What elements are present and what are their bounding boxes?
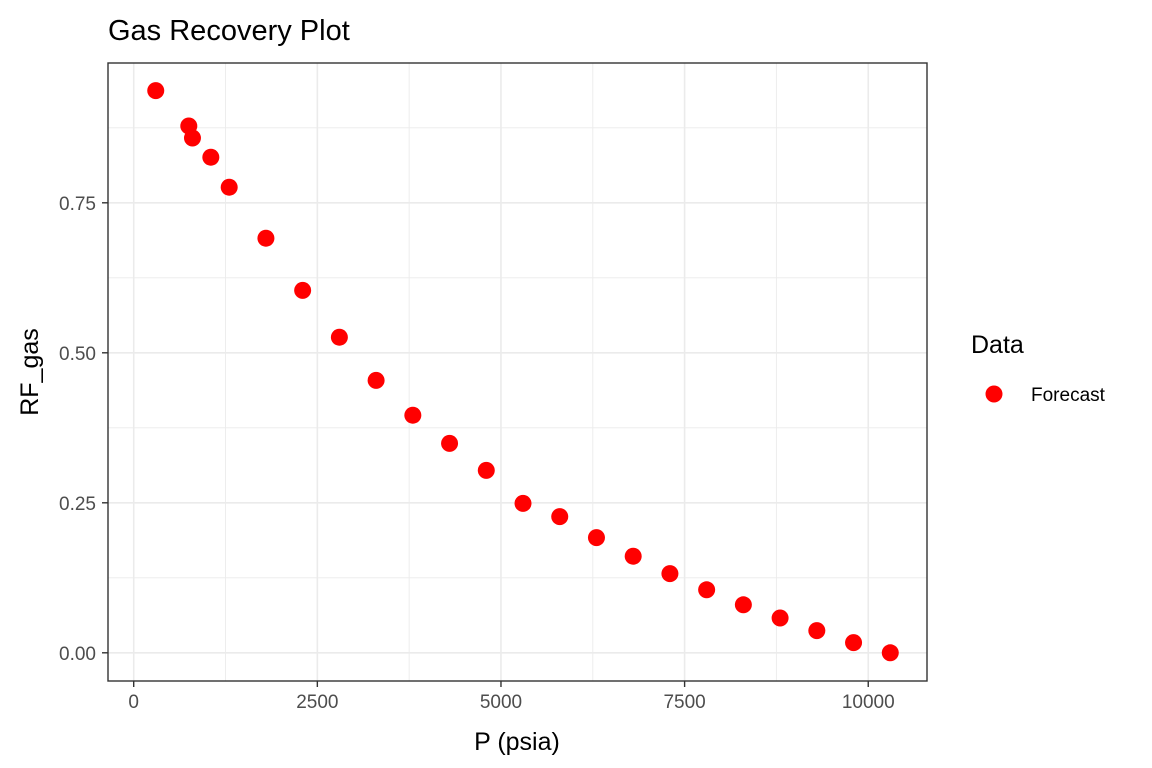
data-points [147, 82, 899, 662]
x-tick-label: 7500 [663, 692, 705, 713]
y-tick-label: 0.25 [59, 494, 96, 515]
data-point [294, 281, 312, 299]
data-point [330, 328, 348, 346]
data-point [147, 82, 165, 100]
x-tick-label: 2500 [296, 692, 338, 713]
data-point [734, 596, 752, 614]
data-point [367, 371, 385, 389]
data-point [404, 406, 422, 424]
data-point [587, 529, 605, 547]
x-axis-title: P (psia) [474, 728, 560, 756]
data-point [220, 178, 238, 196]
data-point [771, 609, 789, 627]
panel-background [108, 63, 927, 681]
data-point [202, 148, 220, 166]
legend-title: Data [971, 331, 1024, 359]
plot-panel [107, 62, 928, 682]
data-point [624, 547, 642, 565]
data-point [551, 508, 569, 526]
data-point [845, 634, 863, 652]
legend-label-forecast: Forecast [1031, 385, 1106, 406]
data-point [808, 622, 826, 640]
y-axis-title: RF_gas [16, 328, 44, 416]
data-point [441, 434, 459, 452]
data-point [881, 644, 899, 662]
data-point [661, 565, 679, 583]
data-point [183, 129, 201, 147]
y-tick-label: 0.75 [59, 194, 96, 215]
panel-border [107, 62, 928, 682]
data-point [514, 494, 532, 512]
data-point [477, 461, 495, 479]
y-tick-label: 0.00 [59, 644, 96, 665]
data-point [698, 581, 716, 599]
x-tick-label: 0 [128, 692, 139, 713]
data-point [257, 229, 275, 247]
x-tick-label: 10000 [842, 692, 895, 713]
grid-minor [108, 63, 927, 681]
y-tick-label: 0.50 [59, 344, 96, 365]
legend-key-forecast [985, 385, 1003, 403]
legend: Data Forecast [971, 331, 1106, 406]
y-axis: 0.00 0.25 0.50 0.75 [59, 194, 108, 665]
x-tick-label: 5000 [480, 692, 522, 713]
chart-title: Gas Recovery Plot [108, 15, 350, 47]
grid-major [108, 63, 927, 681]
x-axis: 0 2500 5000 7500 10000 [128, 681, 895, 713]
